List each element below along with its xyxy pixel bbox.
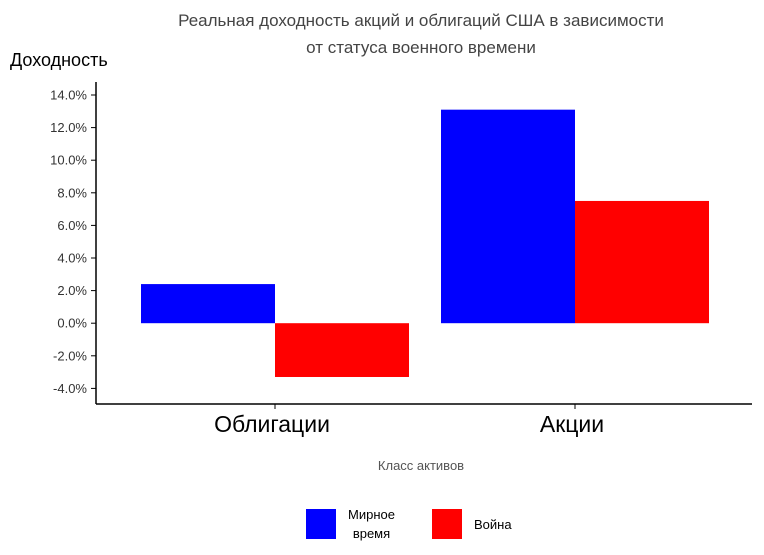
y-tick-label: 2.0% bbox=[57, 283, 87, 298]
bar-chart: 14.0% 12.0% 10.0% 8.0% 6.0% 4.0% 2.0% 0.0% -2.0%… bbox=[50, 82, 752, 437]
y-axis-label: Доходность bbox=[10, 50, 108, 70]
x-tick-label: Акции bbox=[540, 411, 604, 437]
legend-item-war: Война bbox=[432, 509, 512, 539]
bar-war-1 bbox=[575, 200, 709, 324]
legend-label-war: Война bbox=[474, 516, 512, 532]
legend-item-peace: Мирное время bbox=[306, 505, 395, 543]
y-tick-label: 6.0% bbox=[57, 218, 87, 233]
x-tick-label: Облигации bbox=[214, 411, 330, 437]
y-tick-label: -2.0% bbox=[53, 348, 87, 363]
y-tick-label: -4.0% bbox=[53, 381, 87, 396]
legend-swatch-war bbox=[432, 509, 462, 539]
bar-peace-1 bbox=[441, 109, 575, 324]
y-tick-label: 10.0% bbox=[50, 153, 87, 168]
y-tick-label: 0.0% bbox=[57, 316, 87, 331]
bar-war-0 bbox=[275, 323, 409, 377]
legend-swatch-peace bbox=[306, 509, 336, 539]
x-axis-label: Класс активов bbox=[377, 458, 465, 473]
bar-peace-0 bbox=[141, 284, 275, 324]
legend-label-peace-line1: Мирное bbox=[348, 507, 395, 522]
legend-label-peace-line2: время bbox=[352, 526, 391, 541]
legend-label-peace: Мирное время bbox=[348, 505, 395, 543]
legend: Мирное время Война bbox=[0, 505, 764, 550]
y-tick-label: 8.0% bbox=[57, 185, 87, 200]
chart-title-line2: от статуса военного времени bbox=[306, 38, 536, 57]
y-tick-label: 4.0% bbox=[57, 251, 87, 266]
chart-title-line1: Реальная доходность акций и облигаций СШ… bbox=[178, 11, 664, 30]
y-tick-label: 12.0% bbox=[50, 120, 87, 135]
y-tick-label: 14.0% bbox=[50, 88, 87, 103]
